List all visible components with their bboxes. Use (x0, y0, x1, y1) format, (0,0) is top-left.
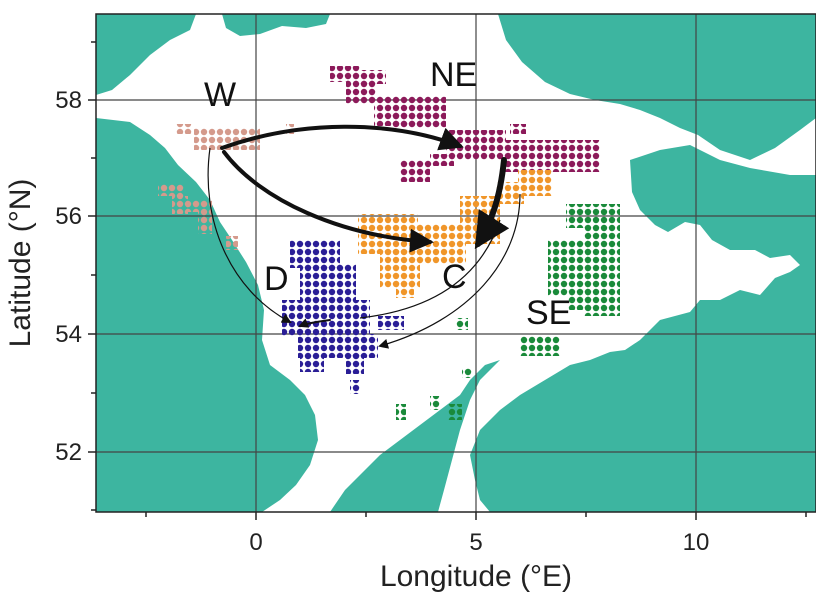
x-axis-title: Longitude (°E) (380, 560, 572, 592)
y-tick-52: 52 (55, 439, 82, 466)
plot-frame (95, 13, 816, 513)
label-W: W (204, 76, 236, 114)
label-NE: NE (430, 56, 477, 94)
grid-lines (96, 14, 816, 512)
tick-marks (88, 41, 807, 520)
y-axis-title: Latitude (°N) (4, 179, 37, 348)
x-tick-0: 0 (249, 529, 262, 556)
arrow-W-to-NE (220, 124, 464, 151)
label-D: D (264, 260, 289, 298)
region-W-dots (158, 124, 294, 250)
x-tick-5: 5 (469, 529, 482, 556)
label-SE: SE (526, 294, 571, 332)
region-SE-dots (396, 204, 620, 420)
label-C: C (442, 258, 467, 296)
y-tick-56: 56 (55, 203, 82, 230)
arrow-to-D (298, 318, 331, 328)
region-D-dots (282, 240, 404, 394)
migration-arrows (220, 124, 510, 328)
region-NE-dots (330, 66, 600, 182)
arrow-W-to-C (222, 150, 434, 253)
y-tick-54: 54 (55, 321, 82, 348)
x-tick-10: 10 (683, 529, 710, 556)
y-tick-58: 58 (55, 87, 82, 114)
arrow-NE-to-C (474, 157, 510, 250)
